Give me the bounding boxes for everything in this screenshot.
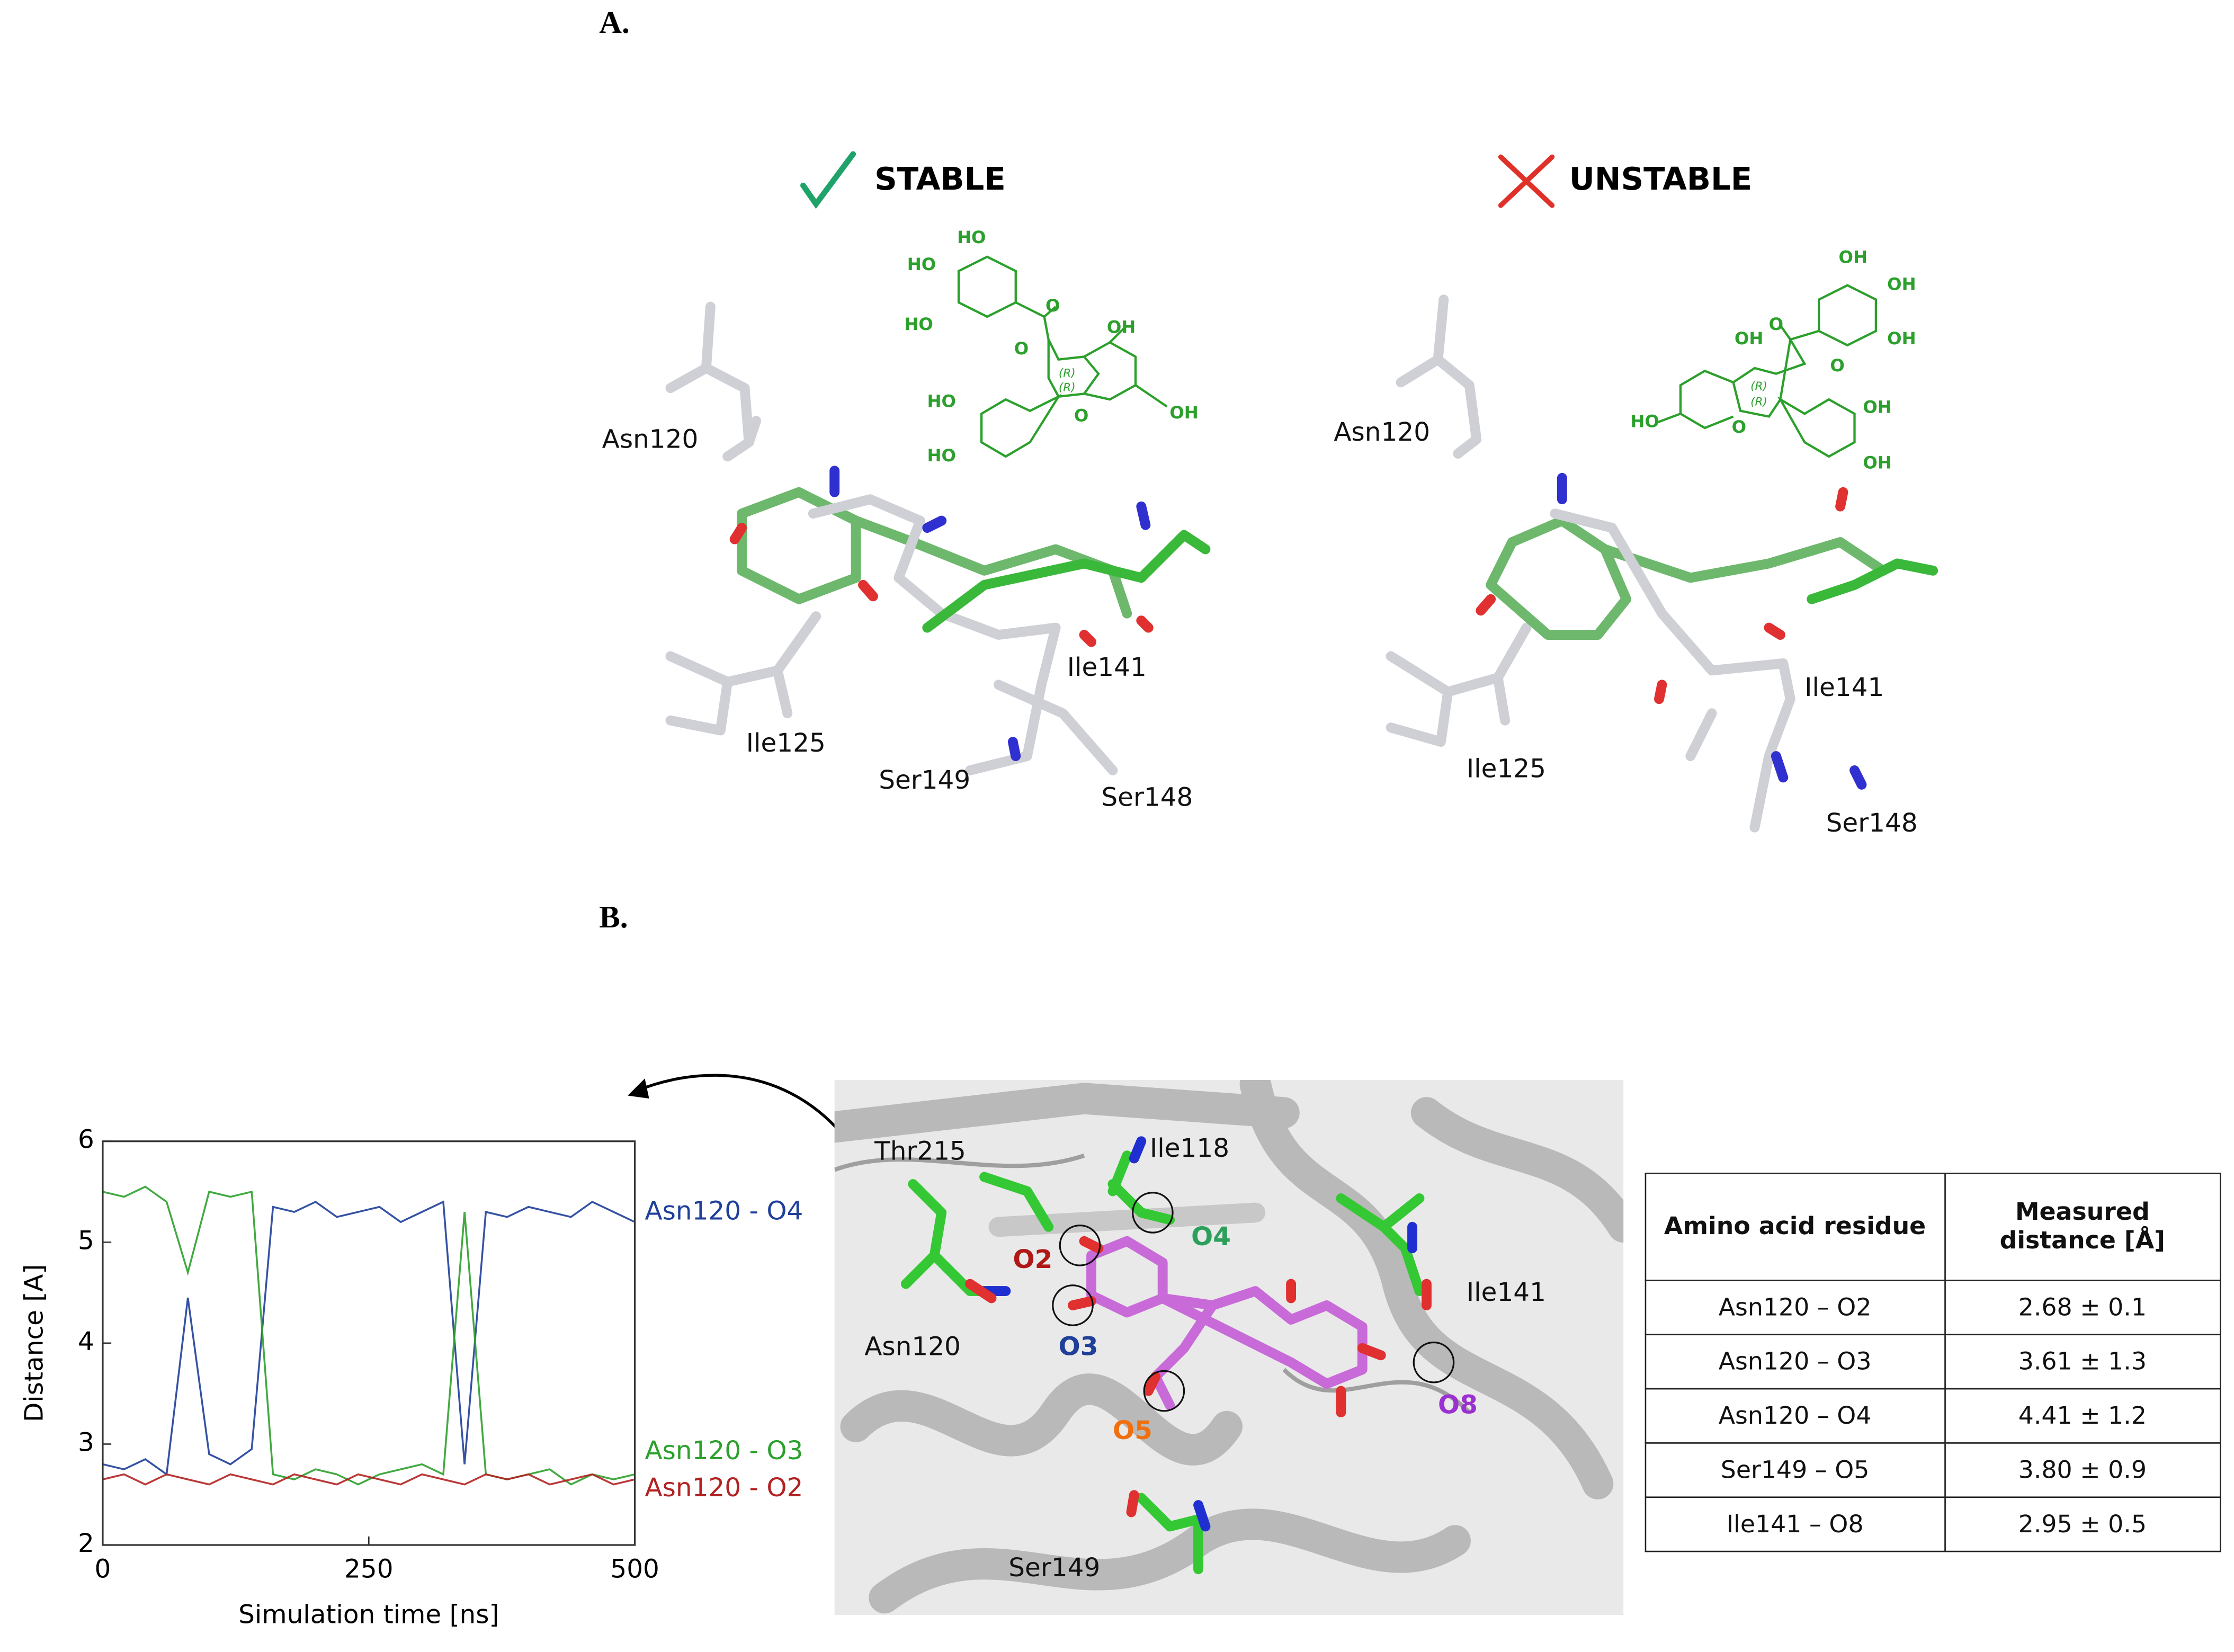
y-tick-label: 6 [78,1125,94,1155]
structure-label: O [1014,338,1029,359]
table-cell: 4.41 ± 1.2 [1943,1388,2221,1444]
table-row: Asn120 – O3 3.61 ± 1.3 [1645,1334,2221,1390]
residue-label: Ser149 [1008,1553,1100,1583]
structure-label: O [1045,296,1060,316]
table-cell: 2.95 ± 0.5 [1943,1496,2221,1552]
x-tick-label: 0 [95,1554,111,1584]
y-tick-label: 5 [78,1226,94,1255]
structure-label: O [1830,355,1844,376]
structure-label: OH [1887,328,1916,349]
atom-label: O2 [1013,1245,1052,1274]
y-tick-label: 2 [78,1529,94,1558]
residue-label: Ile141 [1804,673,1884,702]
residue-label: Asn120 [864,1332,961,1361]
table-cell: 3.80 ± 0.9 [1943,1442,2221,1498]
table-row: Asn120 – O2 2.68 ± 0.1 [1645,1280,2221,1336]
atom-label: O3 [1059,1332,1098,1361]
table-cell: Ile141 – O8 [1645,1496,1945,1552]
residue-label: Ser149 [879,765,970,795]
structure-label: OH [1839,247,1868,267]
cross-icon [1498,154,1555,208]
y-axis-label: Distance [A] [19,1264,49,1422]
structure-label: HO [904,314,933,334]
data-line [102,1185,636,1486]
structure-label: (R) [1750,380,1767,393]
table-header: Amino acid residue Measured distance [Å] [1645,1173,2221,1281]
structure-label: OH [1735,328,1764,349]
series-label: Asn120 - O3 [645,1436,803,1466]
data-line [102,1473,636,1486]
table-cell: Asn120 – O4 [1645,1388,1945,1444]
structure-label: OH [1107,317,1136,337]
structure-label: (R) [1059,367,1076,380]
y-tick-label: 4 [78,1327,94,1356]
structure-label: HO [907,254,936,274]
panel-label: A. [599,5,630,40]
structure-label: OH [1863,452,1892,472]
residue-label: Thr215 [874,1136,966,1166]
table-cell: Ser149 – O5 [1645,1442,1945,1498]
y-tick-label: 3 [78,1427,94,1457]
residue-label: Ser148 [1826,808,1918,838]
table-cell: 2.68 ± 0.1 [1943,1280,2221,1336]
atom-label: O4 [1191,1222,1231,1252]
residue-label: Ile141 [1067,653,1147,682]
structure-label: O [1074,405,1088,425]
arrow-head [628,1078,649,1099]
x-tick-label: 500 [610,1554,659,1584]
panel-label: B. [599,899,628,934]
header-cell: Measured distance [Å] [1943,1173,2221,1281]
distance-table: Amino acid residue Measured distance [Å]… [1645,1173,2221,1552]
table-cell: Asn120 – O2 [1645,1280,1945,1336]
unstable-sticks [1386,294,1938,833]
protein-view [834,1079,1624,1615]
stable-structure [957,255,1168,458]
series-label: Asn120 - O2 [645,1473,803,1503]
table-container: Amino acid residue Measured distance [Å]… [1645,1173,2221,1552]
structure-label: HO [927,445,956,466]
x-tick-label: 250 [344,1554,394,1584]
structure-label: HO [927,391,956,412]
structure-label: OH [1863,397,1892,417]
structure-label: (R) [1750,396,1767,409]
structure-label: O [1732,417,1746,437]
structure-label: HO [1630,411,1659,431]
table-row: Ile141 – O8 2.95 ± 0.5 [1645,1496,2221,1552]
unstable-title: UNSTABLE [1569,160,1752,197]
series-label: Asn120 - O4 [645,1196,803,1226]
structure-label: O [1769,314,1783,334]
data-line [102,1200,636,1476]
check-icon [800,151,856,209]
residue-label: Ile141 [1467,1278,1546,1307]
residue-label: Asn120 [602,424,699,454]
table-cell: 3.61 ± 1.3 [1943,1334,2221,1390]
residue-label: Ile125 [1467,754,1546,783]
structure-label: OH [1887,274,1916,294]
atom-label: O8 [1438,1390,1478,1420]
unstable-structure [1657,284,1878,458]
stable-sticks [665,301,1211,775]
x-axis-label: Simulation time [ns] [238,1600,499,1630]
stable-title: STABLE [874,160,1006,197]
table-row: Ser149 – O5 3.80 ± 0.9 [1645,1442,2221,1498]
residue-label: Asn120 [1334,417,1430,447]
header-cell: Amino acid residue [1645,1173,1945,1281]
structure-label: (R) [1059,381,1076,395]
distance-chart: 2 3 4 5 6 0 250 500 Simulation time [ns] Distance… [19,1125,803,1630]
residue-label: Ser148 [1101,782,1193,812]
atom-label: O5 [1113,1416,1152,1445]
structure-label: OH [1169,403,1199,423]
table-cell: Asn120 – O3 [1645,1334,1945,1390]
residue-label: Ile125 [746,728,826,758]
structure-label: HO [957,227,986,247]
residue-label: Ile118 [1150,1133,1229,1163]
table-row: Asn120 – O4 4.41 ± 1.2 [1645,1388,2221,1444]
